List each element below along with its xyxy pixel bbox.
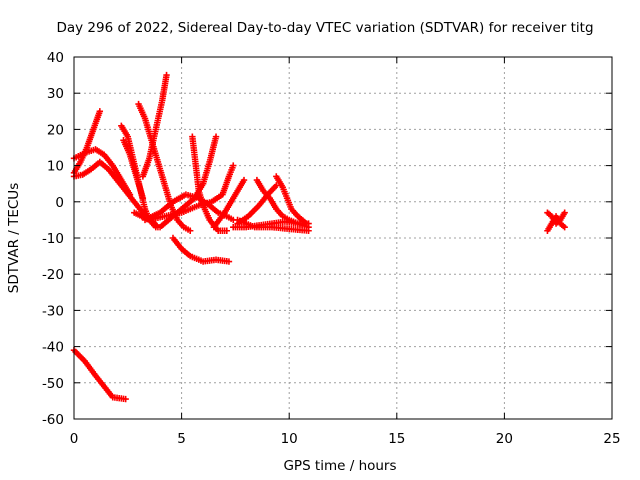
data-arc <box>273 173 310 227</box>
data-point <box>225 258 233 265</box>
grid-lines <box>74 57 612 419</box>
data-arc <box>234 216 312 234</box>
data-point <box>223 227 230 234</box>
data-point <box>212 133 220 140</box>
data-arc <box>169 234 233 265</box>
data-point <box>163 71 170 79</box>
x-tick-label: 0 <box>70 431 79 447</box>
y-tick-label: -10 <box>42 231 64 247</box>
data-point <box>139 194 147 202</box>
data-point <box>305 227 312 234</box>
y-tick-label: -60 <box>42 412 64 428</box>
y-tick-label: 30 <box>47 86 64 102</box>
y-tick-label: 40 <box>47 50 64 66</box>
data-point <box>230 162 237 169</box>
data-arc <box>70 146 134 198</box>
x-tick-label: 10 <box>281 431 298 447</box>
y-tick-label: -20 <box>42 267 64 283</box>
data-arc <box>189 133 230 234</box>
x-tick-label: 20 <box>496 431 513 447</box>
data-point <box>561 209 568 216</box>
y-tick-label: 10 <box>47 159 64 175</box>
data-points <box>70 71 568 403</box>
axis-ticks: 0 5 10 15 20 25 40 30 20 10 0 -10 -20 -30 -40 -50 -60 <box>42 50 621 447</box>
data-point <box>561 223 568 231</box>
y-tick-label: 20 <box>47 122 64 138</box>
y-tick-label: 0 <box>55 195 64 211</box>
data-point <box>122 395 129 403</box>
y-tick-label: -50 <box>42 376 64 392</box>
x-tick-label: 15 <box>388 431 405 447</box>
data-point <box>96 108 104 115</box>
data-point <box>240 176 248 184</box>
y-tick-label: -40 <box>42 340 64 356</box>
data-point <box>303 220 310 227</box>
chart-title: Day 296 of 2022, Sidereal Day-to-day VTE… <box>56 20 593 36</box>
data-arc <box>70 347 129 403</box>
x-tick-label: 5 <box>177 431 186 447</box>
y-axis-label: SDTVAR / TECUs <box>6 183 22 293</box>
data-arc <box>120 137 147 202</box>
data-point <box>126 191 134 198</box>
x-axis-label: GPS time / hours <box>283 458 396 474</box>
x-tick-label: 25 <box>603 431 620 447</box>
data-point <box>273 182 280 189</box>
data-point <box>187 227 194 234</box>
data-arc <box>210 176 248 231</box>
data-arc <box>139 71 170 180</box>
y-tick-label: -30 <box>42 303 64 319</box>
data-arc <box>544 213 568 234</box>
